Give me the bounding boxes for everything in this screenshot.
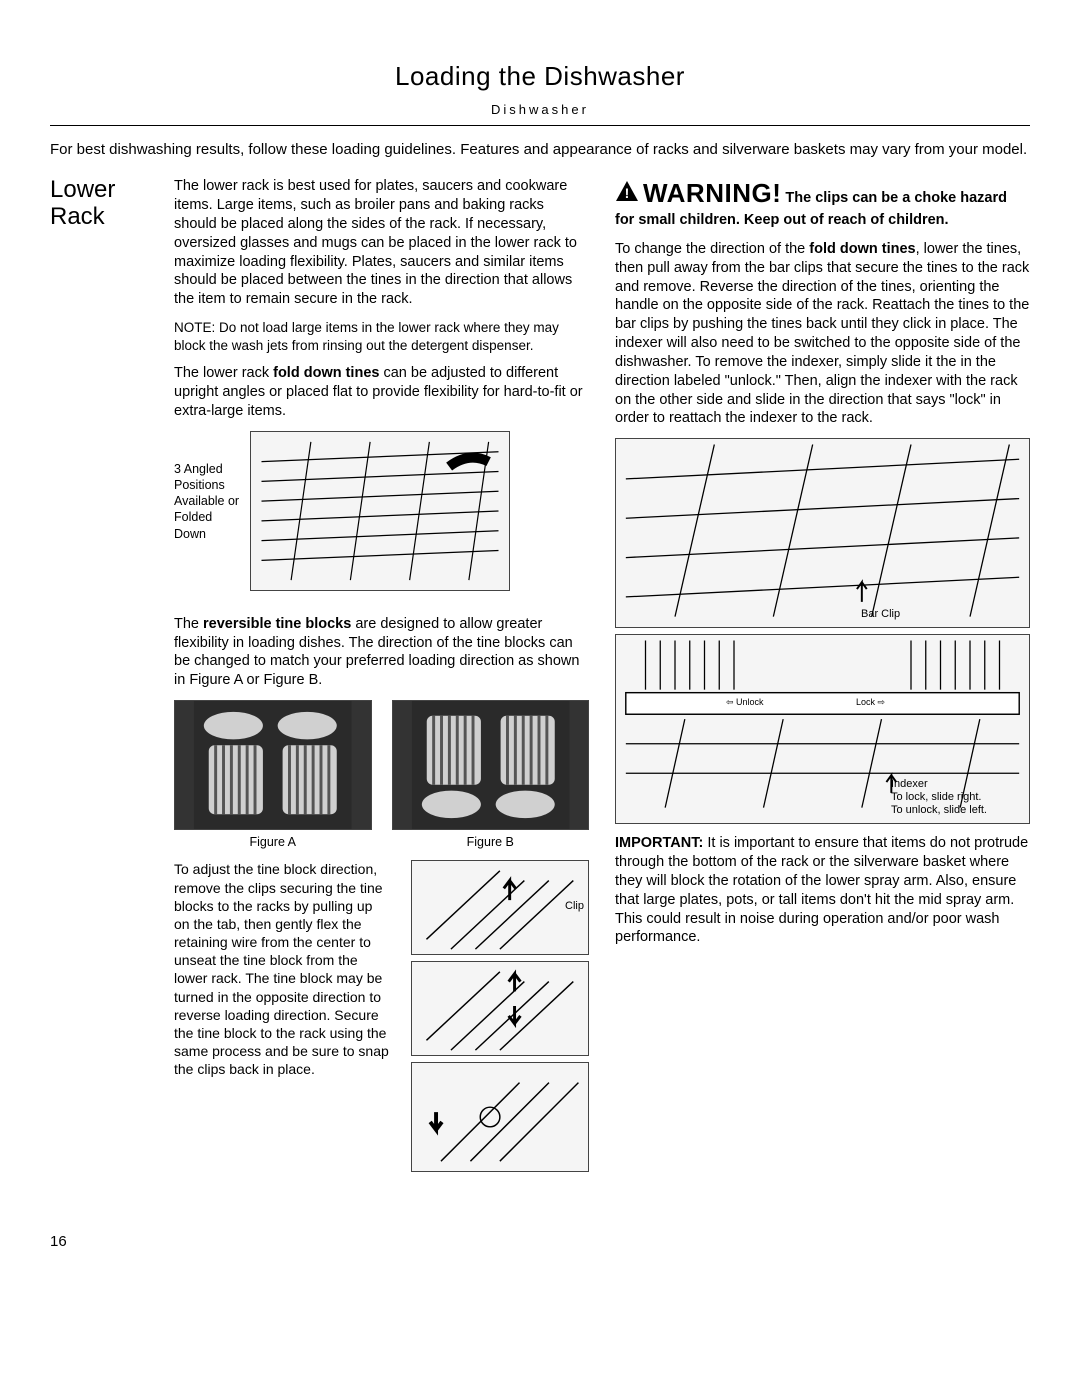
p2-a: The lower rack — [174, 365, 273, 381]
section-sidebar: Lower Rack — [50, 177, 150, 1172]
clip-figure-1: Clip — [411, 860, 589, 955]
columns: The lower rack is best used for plates, … — [174, 177, 1030, 1172]
clip-step1-icon — [412, 861, 588, 954]
important-note: IMPORTANT: It is important to ensure tha… — [615, 834, 1030, 947]
indexer-l1: Indexer — [891, 778, 928, 790]
warning-word: WARNING! — [643, 178, 781, 208]
page-subtitle: Dishwasher — [50, 102, 1030, 119]
main-content: Lower Rack The lower rack is best used f… — [50, 177, 1030, 1172]
figure-b-caption: Figure B — [392, 834, 590, 850]
lock-label: Lock ⇨ — [856, 697, 885, 709]
note-prefix: NOTE: — [174, 320, 215, 335]
indexer-label: Indexer To lock, slide right. To unlock,… — [891, 778, 987, 818]
bar-clip-label: Bar Clip — [861, 607, 900, 621]
left-p3: The reversible tine blocks are designed … — [174, 615, 589, 690]
warning-block: ! WARNING! The clips can be a choke haza… — [615, 177, 1030, 230]
indexer-l2: To lock, slide right. — [891, 791, 981, 803]
clip-label: Clip — [565, 899, 584, 913]
r-p1-b: , lower the tines, then pull away from t… — [615, 241, 1029, 427]
section-heading-line2: Rack — [50, 203, 105, 230]
p2-bold: fold down tines — [273, 365, 379, 381]
fold-down-figure-wrap: 3 Angled Positions Available or Folded D… — [174, 431, 589, 603]
divider — [50, 125, 1030, 126]
dish-rack-photo-b-icon — [393, 701, 589, 829]
r-p1-a: To change the direction of the — [615, 241, 809, 257]
left-column: The lower rack is best used for plates, … — [174, 177, 589, 1172]
left-p1: The lower rack is best used for plates, … — [174, 177, 589, 309]
figure-ab-row: Figure A — [174, 700, 589, 850]
intro-text: For best dishwashing results, follow the… — [50, 140, 1030, 160]
warning-triangle-icon: ! — [615, 180, 639, 208]
adjust-figs: Clip — [411, 860, 589, 1172]
indexer-l3: To unlock, slide left. — [891, 804, 987, 816]
section-heading: Lower Rack — [50, 177, 150, 230]
dish-rack-photo-a-icon — [175, 701, 371, 829]
fold-down-tines-figure — [250, 431, 510, 591]
figure-a-caption: Figure A — [174, 834, 372, 850]
note-body: Do not load large items in the lower rac… — [174, 320, 559, 353]
right-p1: To change the direction of the fold down… — [615, 240, 1030, 428]
rack-line-art-icon — [251, 432, 509, 590]
clip-step3-icon — [412, 1063, 588, 1171]
section-heading-line1: Lower — [50, 176, 115, 203]
adjust-row: To adjust the tine block direction, remo… — [174, 860, 589, 1172]
left-p2: The lower rack fold down tines can be ad… — [174, 364, 589, 421]
right-column: ! WARNING! The clips can be a choke haza… — [615, 177, 1030, 1172]
adjust-text: To adjust the tine block direction, remo… — [174, 860, 391, 1172]
bar-clip-line-art-icon — [616, 439, 1029, 627]
p3-a: The — [174, 616, 203, 632]
p3-bold: reversible tine blocks — [203, 616, 351, 632]
r-p1-bold: fold down tines — [809, 241, 915, 257]
unlock-label: ⇦ Unlock — [726, 697, 764, 709]
svg-text:!: ! — [625, 185, 630, 201]
clip-figure-2 — [411, 961, 589, 1056]
figure-a-cell: Figure A — [174, 700, 372, 850]
fold-down-label: 3 Angled Positions Available or Folded D… — [174, 431, 244, 542]
figure-b-cell: Figure B — [392, 700, 590, 850]
figure-b-image — [392, 700, 590, 830]
bar-clip-figure: Bar Clip — [615, 438, 1030, 628]
clip-step2-icon — [412, 962, 588, 1055]
important-prefix: IMPORTANT: — [615, 835, 703, 851]
page-title: Loading the Dishwasher — [50, 60, 1030, 94]
figure-a-image — [174, 700, 372, 830]
clip-figure-3 — [411, 1062, 589, 1172]
left-note: NOTE: Do not load large items in the low… — [174, 319, 589, 354]
important-body: It is important to ensure that items do … — [615, 835, 1028, 945]
indexer-figure: ⇦ Unlock Lock ⇨ Indexer To lock, slide r… — [615, 634, 1030, 824]
page-number: 16 — [50, 1232, 1030, 1252]
